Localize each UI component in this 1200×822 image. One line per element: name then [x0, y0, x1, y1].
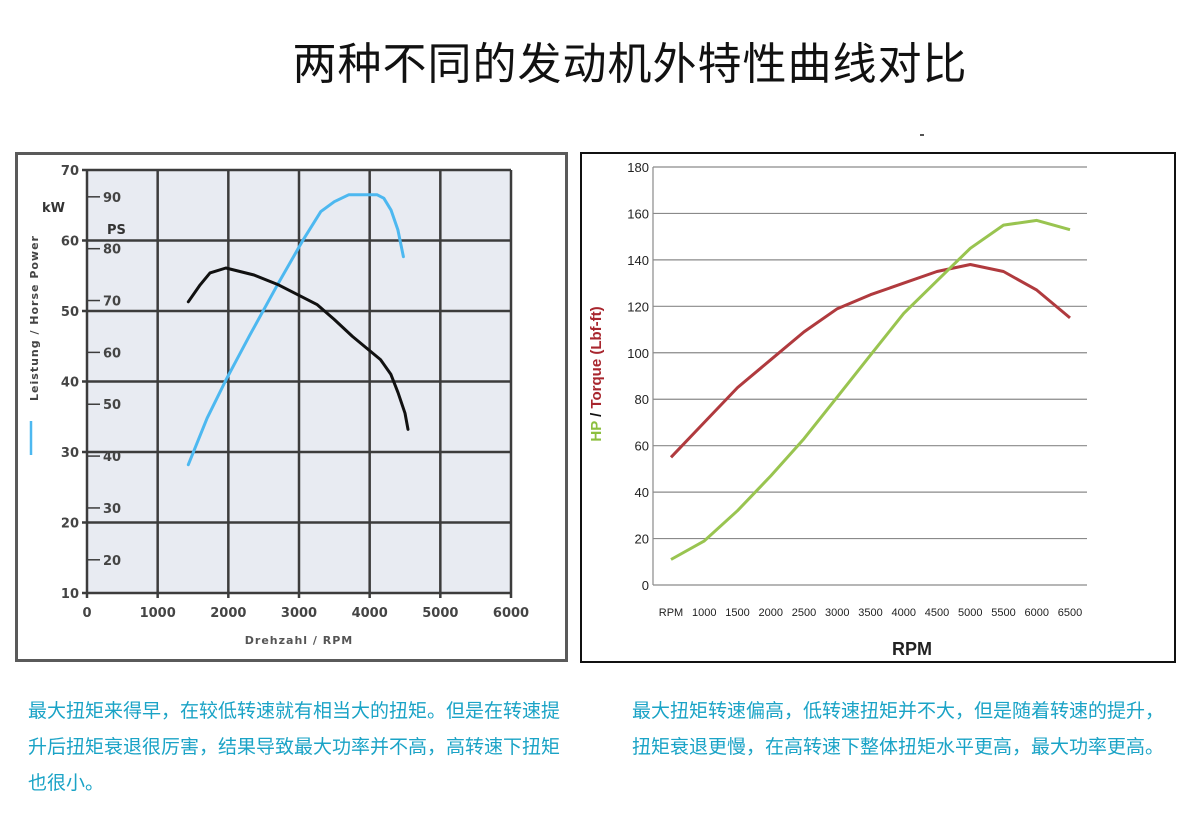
x-tick-label: 5500 [991, 607, 1015, 619]
x-tick-label: 1000 [692, 607, 716, 619]
ps-tick-label: 80 [103, 243, 121, 258]
y-tick-label: 180 [627, 160, 649, 175]
x-tick-label: 2000 [210, 606, 246, 621]
x-tick-label: 6000 [493, 606, 529, 621]
y-axis-title: HP / Torque (Lbf-ft) [588, 306, 605, 441]
y-tick-label: 140 [627, 253, 649, 268]
x-tick-label: 1000 [140, 606, 176, 621]
x-tick-label: 2500 [792, 607, 816, 619]
kw-tick-label: 50 [61, 305, 79, 320]
ps-tick-label: 40 [103, 450, 121, 465]
x-tick-label: RPM [659, 607, 683, 619]
y-tick-label: 60 [635, 439, 649, 454]
kw-tick-label: 20 [61, 517, 79, 532]
torque-curve [186, 266, 410, 431]
kw-tick-label: 40 [61, 376, 79, 391]
left-chart-panel: 0 1000 2000 3000 4000 5000 6000 10 20 30 40 50 60 70 2… [15, 152, 568, 662]
x-axis-title: RPM [892, 639, 932, 659]
y-tick-label: 120 [627, 299, 649, 314]
left-power-torque-chart: 0 1000 2000 3000 4000 5000 6000 10 20 30 40 50 60 70 2… [28, 164, 529, 647]
kw-tick-label: 10 [61, 587, 79, 602]
torque-curve [669, 263, 1071, 459]
x-tick-label: 3500 [858, 607, 882, 619]
right-chart-panel: 0 20 40 60 80 100 120 140 160 180 RPM 1000 1500 2000 2… [580, 152, 1176, 663]
left-caption: 最大扭矩来得早，在较低转速就有相当大的扭矩。但是在转速提升后扭矩衰退很厉害，结果… [28, 700, 561, 794]
ps-tick-label: 60 [103, 346, 121, 361]
y-title-torque: Torque (Lbf-ft) [588, 306, 605, 408]
hp-curve [670, 218, 1071, 561]
right-hp-torque-chart: 0 20 40 60 80 100 120 140 160 180 RPM 1000 1500 2000 2… [588, 160, 1087, 659]
x-tick-label: 6000 [1025, 607, 1049, 619]
y-tick-label: 160 [627, 206, 649, 221]
x-tick-label: 6500 [1058, 607, 1082, 619]
x-tick-label: 1500 [725, 607, 749, 619]
x-tick-label: 5000 [958, 607, 982, 619]
y-tick-label: 80 [635, 392, 649, 407]
ps-tick-label: 20 [103, 554, 121, 569]
x-tick-label: 3000 [825, 607, 849, 619]
ps-tick-label: 90 [103, 191, 121, 206]
x-tick-label: 4000 [892, 607, 916, 619]
x-tick-label: 0 [82, 606, 91, 621]
ps-tick-label: 30 [103, 502, 121, 517]
x-axis-title: Drehzahl / RPM [245, 634, 353, 647]
x-tick-label: 4000 [352, 606, 388, 621]
kw-tick-label: 30 [61, 446, 79, 461]
y-title-slash: / [588, 409, 605, 422]
y-tick-label: 40 [635, 485, 649, 500]
y-title-hp: HP [588, 421, 605, 442]
kw-tick-label: 70 [61, 164, 79, 179]
y-axis-title: Leistung / Horse Power [28, 235, 41, 401]
y-tick-label: 20 [635, 532, 649, 547]
x-tick-label: 2000 [759, 607, 783, 619]
kw-unit-label: kW [42, 201, 65, 216]
page-title: 两种不同的发动机外特性曲线对比 [292, 39, 968, 90]
kw-tick-label: 60 [61, 235, 79, 250]
decorative-dot [920, 134, 924, 136]
x-tick-label: 5000 [422, 606, 458, 621]
ps-tick-label: 50 [103, 398, 121, 413]
ps-unit-label: PS [107, 223, 126, 238]
ps-tick-label: 70 [103, 295, 121, 310]
power-curve [186, 193, 405, 467]
y-tick-label: 0 [642, 578, 649, 593]
y-tick-label: 100 [627, 346, 649, 361]
x-tick-label: 4500 [925, 607, 949, 619]
x-tick-label: 3000 [281, 606, 317, 621]
right-caption: 最大扭矩转速偏高，低转速扭矩并不大，但是随着转速的提升，扭矩衰退更慢，在高转速下… [632, 700, 1165, 758]
